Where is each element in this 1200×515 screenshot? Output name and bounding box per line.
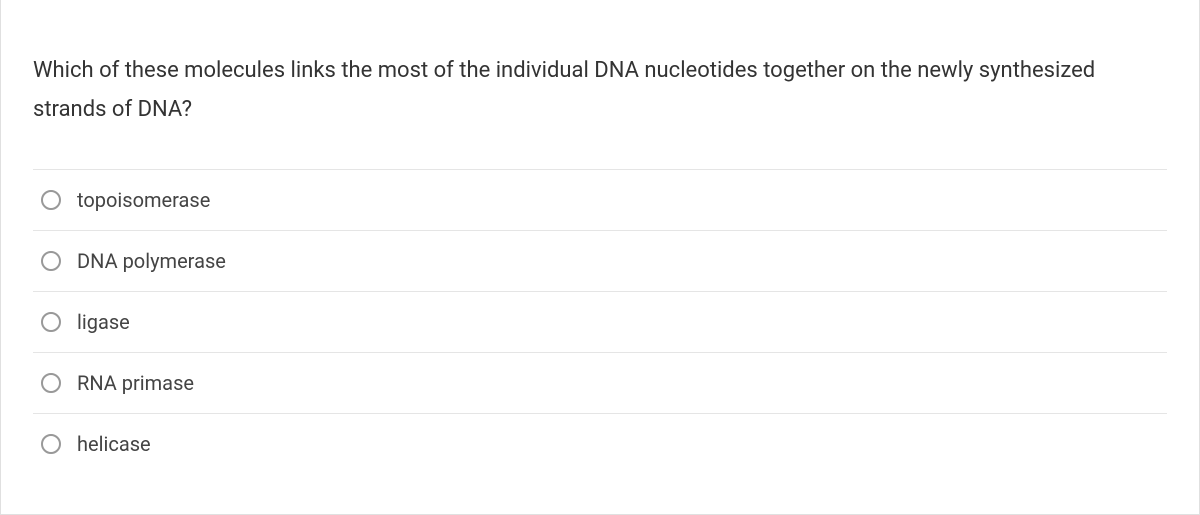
option-label: helicase: [77, 432, 151, 456]
option-row-helicase[interactable]: helicase: [33, 413, 1167, 474]
options-list: topoisomerase DNA polymerase ligase RNA …: [1, 169, 1199, 474]
radio-icon[interactable]: [41, 373, 61, 393]
option-row-rna-primase[interactable]: RNA primase: [33, 352, 1167, 413]
option-row-ligase[interactable]: ligase: [33, 291, 1167, 352]
radio-icon[interactable]: [41, 190, 61, 210]
radio-icon[interactable]: [41, 312, 61, 332]
quiz-container: Which of these molecules links the most …: [0, 0, 1200, 515]
radio-icon[interactable]: [41, 251, 61, 271]
question-section: Which of these molecules links the most …: [1, 0, 1199, 169]
option-row-dna-polymerase[interactable]: DNA polymerase: [33, 230, 1167, 291]
option-label: topoisomerase: [77, 188, 210, 212]
option-label: DNA polymerase: [77, 249, 226, 273]
radio-icon[interactable]: [41, 434, 61, 454]
option-label: RNA primase: [77, 371, 194, 395]
option-row-topoisomerase[interactable]: topoisomerase: [33, 169, 1167, 230]
option-label: ligase: [77, 310, 130, 334]
question-text: Which of these molecules links the most …: [33, 52, 1167, 129]
